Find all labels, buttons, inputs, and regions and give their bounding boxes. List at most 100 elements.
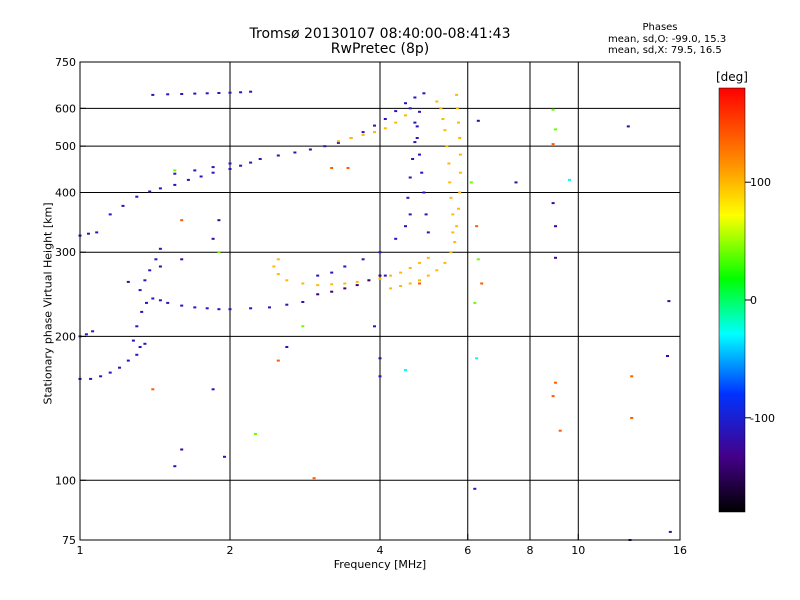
data-point (551, 143, 555, 146)
data-point (408, 282, 412, 285)
data-point (418, 279, 421, 282)
data-point (254, 433, 257, 435)
colorbar-tick-label: -100 (750, 412, 775, 425)
data-point (554, 128, 557, 131)
data-point (457, 121, 460, 124)
data-point (378, 277, 382, 280)
data-point (394, 237, 398, 240)
chart-subtitle: RwPretec (8p) (330, 41, 430, 57)
data-point (199, 175, 203, 178)
data-point (148, 190, 152, 193)
data-point (166, 93, 170, 96)
data-point (249, 90, 253, 93)
data-point (373, 131, 376, 134)
data-point (435, 269, 439, 272)
data-point (151, 297, 155, 300)
data-point (211, 171, 215, 174)
data-point (239, 164, 243, 167)
data-point (458, 171, 462, 174)
colorbar-tick-label: 100 (750, 176, 771, 189)
data-point (361, 131, 365, 134)
data-point (186, 178, 190, 181)
x-tick-label: 4 (377, 544, 384, 557)
data-point (343, 265, 347, 268)
data-point (473, 301, 477, 304)
data-point (445, 145, 449, 148)
data-point (476, 119, 480, 122)
data-point (276, 273, 280, 276)
data-point (373, 325, 376, 328)
x-axis-label: Frequency [MHz] (333, 558, 427, 571)
data-point (211, 166, 215, 169)
data-point (99, 375, 103, 378)
y-axis-ticks: 75 100 200 300 400 500 600 750 (55, 56, 86, 547)
data-point (378, 251, 382, 254)
data-point (404, 369, 407, 372)
data-point (193, 169, 197, 172)
data-point (217, 308, 221, 311)
data-point (475, 225, 479, 228)
data-point (626, 125, 630, 128)
data-point (285, 346, 289, 348)
data-point (480, 282, 484, 285)
data-point (514, 181, 518, 184)
data-point (126, 280, 130, 283)
y-tick-label: 100 (55, 474, 76, 487)
data-point (276, 359, 280, 362)
data-point (361, 258, 365, 261)
data-point (211, 237, 215, 240)
data-point (249, 161, 253, 164)
data-point (217, 92, 221, 94)
data-point (668, 530, 672, 533)
data-point (475, 357, 479, 360)
data-point (476, 258, 480, 261)
data-point (158, 247, 162, 250)
data-point (173, 169, 177, 172)
data-point (249, 307, 253, 310)
colorbar-tick-label: 0 (750, 294, 757, 307)
data-point (173, 183, 177, 186)
data-point (418, 261, 421, 264)
y-tick-label: 75 (62, 534, 76, 547)
data-point (108, 371, 112, 374)
data-point (449, 196, 453, 199)
stats-line-o: mean, sd,O: -99.0, 15.3 (608, 34, 727, 45)
data-point (551, 395, 555, 398)
data-point (228, 91, 232, 94)
data-point (455, 107, 459, 110)
x-tick-label: 2 (227, 544, 234, 557)
data-point (443, 261, 447, 264)
data-point (418, 110, 421, 113)
x-tick-label: 10 (571, 544, 585, 557)
data-point (378, 274, 382, 277)
data-point (408, 107, 412, 110)
data-point (394, 121, 398, 124)
data-point (268, 306, 271, 309)
data-point (551, 202, 555, 205)
data-point (343, 282, 347, 285)
data-point (84, 333, 88, 336)
data-point (404, 114, 407, 117)
data-point (228, 308, 232, 311)
data-point (148, 269, 152, 272)
data-point (418, 282, 421, 285)
x-axis-ticks: 1 2 4 6 8 10 16 (77, 534, 687, 557)
y-tick-label: 750 (55, 56, 76, 69)
data-point (453, 241, 457, 244)
data-point (404, 102, 407, 105)
data-point (413, 141, 417, 144)
data-point (408, 176, 412, 179)
data-point (205, 307, 209, 310)
data-point (217, 251, 221, 254)
data-point (447, 162, 451, 165)
data-point (455, 225, 459, 228)
data-point (193, 92, 197, 95)
data-point (411, 158, 415, 160)
data-point (143, 279, 147, 282)
data-point (228, 162, 232, 165)
data-point (367, 279, 371, 282)
data-point (361, 133, 365, 136)
data-point (126, 359, 130, 362)
data-point (443, 129, 447, 132)
data-points (78, 90, 672, 541)
